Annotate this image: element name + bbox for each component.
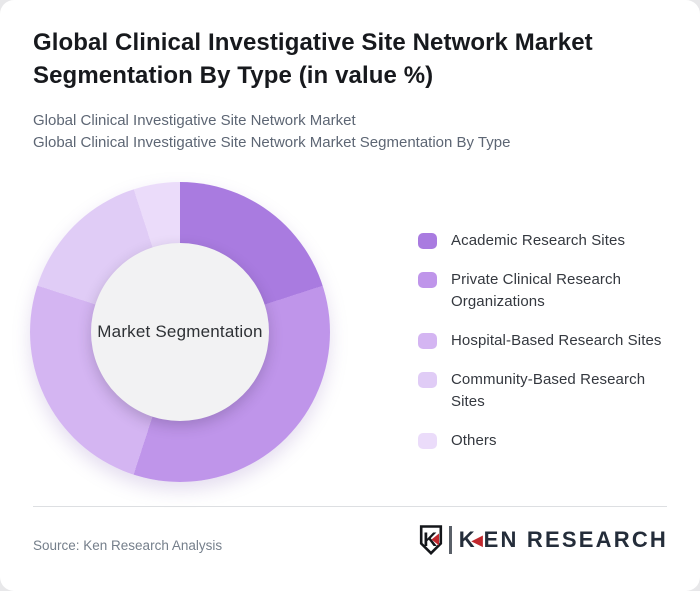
legend-swatch	[418, 272, 437, 288]
legend-label: Community-Based Research Sites	[451, 371, 646, 410]
donut-chart: Market Segmentation	[30, 182, 330, 482]
subtitle-line-1: Global Clinical Investigative Site Netwo…	[33, 112, 356, 129]
legend-item[interactable]: Community-Based Research Sites	[418, 369, 676, 413]
legend-swatch	[418, 433, 437, 449]
legend-label: Academic Research Sites	[451, 232, 626, 249]
footer-divider	[33, 506, 667, 507]
chart-subtitle: Global Clinical Investigative Site Netwo…	[33, 110, 510, 154]
legend-item[interactable]: Private Clinical Research Organizations	[418, 269, 676, 313]
donut-center: Market Segmentation	[91, 243, 269, 421]
svg-text:K: K	[423, 530, 437, 551]
legend-swatch	[418, 333, 437, 349]
subtitle-line-2: Global Clinical Investigative Site Netwo…	[33, 134, 511, 151]
legend-item[interactable]: Academic Research Sites	[418, 230, 676, 252]
logo-separator	[448, 526, 452, 554]
page-title: Global Clinical Investigative Site Netwo…	[33, 29, 593, 89]
legend-item[interactable]: Hospital-Based Research Sites	[418, 330, 676, 352]
brand-name: K◀EN RESEARCH	[458, 527, 668, 552]
legend-label: Hospital-Based Research Sites	[451, 332, 662, 349]
chart-legend: Academic Research Sites Private Clinical…	[418, 230, 676, 452]
ken-research-shield-icon: K	[419, 525, 442, 555]
legend-item[interactable]: Others	[418, 430, 676, 452]
legend-swatch	[418, 233, 437, 249]
legend-swatch	[418, 372, 437, 388]
legend-label: Others	[451, 432, 497, 449]
donut-center-label: Market Segmentation	[97, 322, 263, 341]
ken-research-logo: K K◀EN RESEARCH	[419, 523, 668, 557]
red-triangle-icon: ◀	[471, 532, 483, 548]
source-text: Source: Ken Research Analysis	[33, 538, 223, 553]
legend-label: Private Clinical Research Organizations	[451, 271, 622, 310]
